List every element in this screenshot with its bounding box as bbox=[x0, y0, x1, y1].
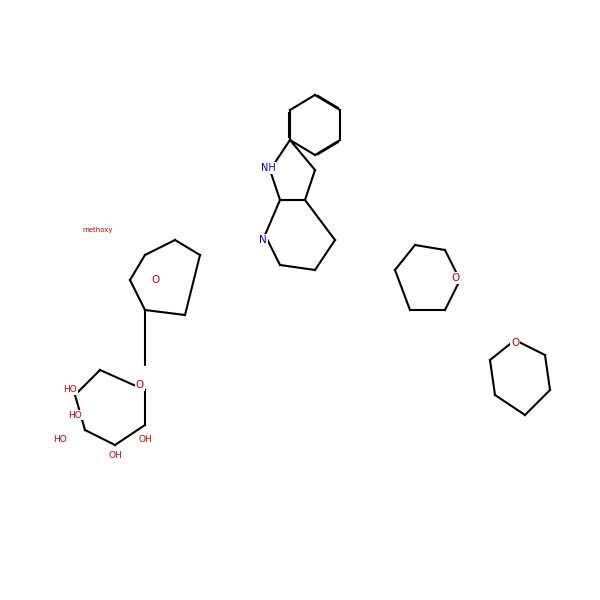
Text: O: O bbox=[452, 273, 460, 283]
Text: OH: OH bbox=[108, 451, 122, 460]
Text: O: O bbox=[136, 380, 144, 390]
Text: NH: NH bbox=[260, 163, 275, 173]
Text: methoxy: methoxy bbox=[83, 227, 113, 233]
Text: HO: HO bbox=[63, 385, 77, 395]
Text: O: O bbox=[511, 338, 519, 348]
Text: N: N bbox=[259, 235, 267, 245]
Text: OH: OH bbox=[138, 436, 152, 445]
Text: O: O bbox=[151, 275, 159, 285]
Text: HO: HO bbox=[68, 410, 82, 419]
Text: HO: HO bbox=[53, 436, 67, 445]
